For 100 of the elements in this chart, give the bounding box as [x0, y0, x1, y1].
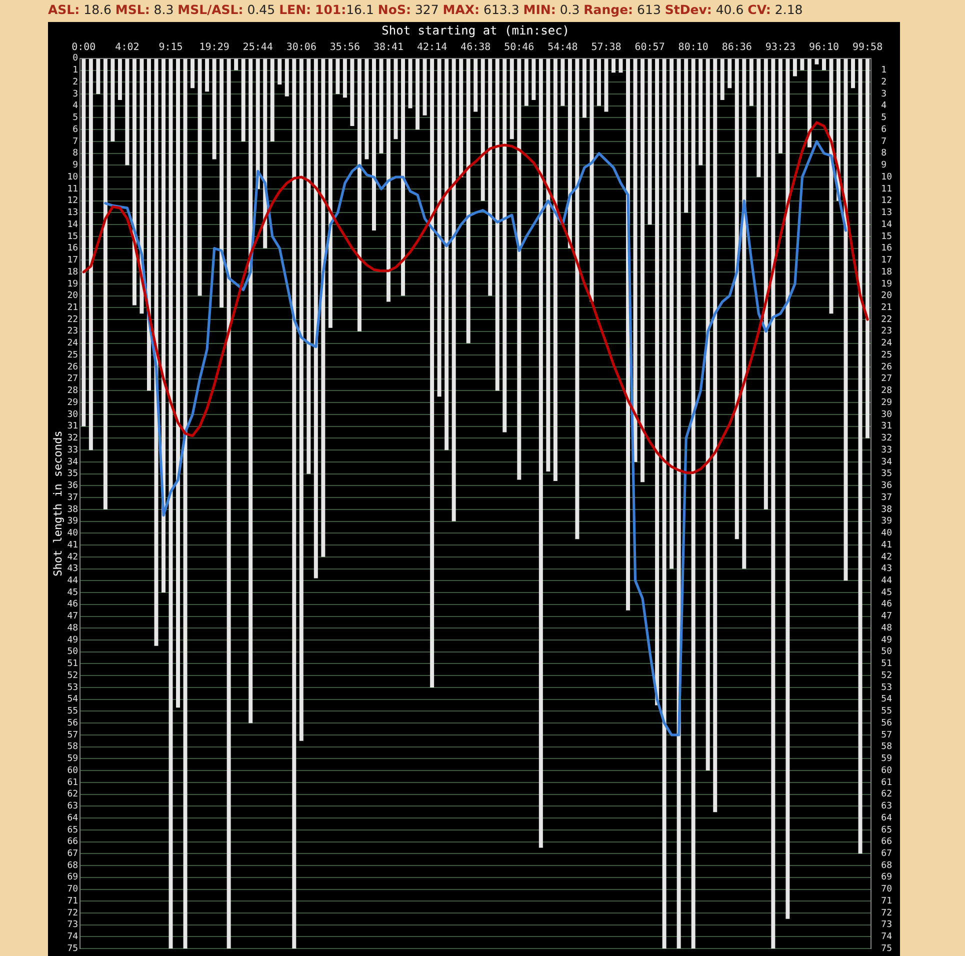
- y2-tick-label: 20: [881, 291, 892, 302]
- bar: [321, 58, 326, 557]
- y-tick-label: 74: [67, 932, 78, 942]
- y-tick-label: 71: [67, 896, 78, 906]
- y-tick-label: 51: [67, 659, 78, 670]
- y-tick-label: 28: [67, 386, 78, 396]
- y2-tick-label: 9: [881, 160, 887, 171]
- y2-tick-label: 42: [881, 552, 892, 562]
- bar: [162, 58, 166, 593]
- y2-tick-label: 35: [881, 469, 892, 480]
- bar: [430, 58, 434, 688]
- y-tick-label: 43: [67, 564, 78, 574]
- y-tick-label: 37: [67, 492, 78, 503]
- bar: [190, 58, 195, 88]
- y2-tick-label: 72: [881, 908, 892, 918]
- bar: [844, 58, 848, 581]
- y2-tick-label: 63: [881, 802, 892, 812]
- y-tick-label: 57: [67, 730, 78, 740]
- x-tick-label: 96:10: [808, 42, 840, 53]
- y2-tick-label: 3: [881, 89, 887, 100]
- bar: [408, 58, 412, 108]
- y2-tick-label: 44: [881, 576, 892, 586]
- x-tick-label: 57:38: [591, 42, 622, 53]
- bar: [807, 58, 812, 148]
- bar: [814, 58, 819, 64]
- bar: [284, 58, 289, 96]
- y2-tick-label: 50: [881, 647, 892, 658]
- y2-tick-label: 57: [881, 730, 892, 740]
- y-tick-label: 2: [72, 77, 78, 88]
- bar: [444, 58, 449, 450]
- y-tick-label: 19: [67, 279, 78, 290]
- y2-tick-label: 40: [881, 528, 892, 539]
- bar: [517, 58, 522, 480]
- y-tick-label: 26: [67, 362, 78, 372]
- y-tick-label: 42: [67, 552, 78, 562]
- y2-tick-label: 43: [881, 564, 892, 574]
- y2-tick-label: 60: [881, 766, 892, 776]
- bar: [800, 58, 804, 70]
- bar: [416, 58, 420, 130]
- y-tick-label: 7: [72, 136, 78, 147]
- y2-tick-label: 38: [881, 504, 892, 515]
- y-tick-label: 65: [67, 825, 78, 836]
- y2-tick-label: 45: [881, 588, 892, 598]
- y2-tick-label: 65: [881, 825, 892, 836]
- bar: [618, 58, 623, 73]
- bar: [764, 58, 768, 510]
- bar: [742, 58, 746, 569]
- y-tick-label: 29: [67, 398, 78, 408]
- y2-tick-label: 61: [881, 778, 892, 788]
- bar: [205, 58, 210, 92]
- y2-tick-label: 74: [881, 932, 892, 942]
- x-tick-label: 25:44: [242, 42, 273, 53]
- y-tick-label: 59: [67, 754, 78, 764]
- bar: [342, 58, 347, 98]
- bar: [829, 58, 834, 314]
- y-tick-label: 14: [67, 220, 78, 230]
- bar: [604, 58, 608, 112]
- bar: [256, 58, 260, 189]
- y-tick-label: 1: [72, 66, 78, 76]
- y2-tick-label: 28: [881, 386, 892, 396]
- bar: [648, 58, 652, 225]
- y2-tick-label: 68: [881, 860, 892, 871]
- y-tick-label: 64: [67, 813, 78, 824]
- bar: [314, 58, 318, 578]
- bar: [198, 58, 202, 296]
- y2-tick-label: 66: [881, 837, 892, 848]
- bar: [640, 58, 645, 482]
- bar: [502, 58, 507, 432]
- bar: [168, 58, 173, 949]
- bar: [474, 58, 478, 112]
- bar: [146, 58, 151, 391]
- y-tick-label: 0: [72, 54, 78, 64]
- bar: [234, 58, 238, 70]
- bar: [328, 58, 332, 328]
- y-tick-label: 61: [67, 778, 78, 788]
- bar: [568, 58, 572, 248]
- y2-tick-label: 30: [881, 410, 892, 420]
- y2-tick-label: 21: [881, 303, 892, 313]
- y2-tick-label: 67: [881, 848, 892, 859]
- y-tick-label: 24: [67, 338, 78, 349]
- bar: [110, 58, 115, 142]
- bar: [524, 58, 528, 106]
- y-tick-label: 17: [67, 256, 78, 266]
- bar: [306, 58, 311, 474]
- y2-tick-label: 59: [881, 754, 892, 764]
- y-tick-label: 46: [67, 600, 78, 610]
- y-tick-label: 25: [67, 350, 78, 360]
- y-tick-label: 23: [67, 326, 78, 337]
- y-tick-label: 36: [67, 481, 78, 492]
- y-tick-label: 68: [67, 860, 78, 871]
- y2-tick-label: 41: [881, 540, 892, 550]
- y2-tick-label: 11: [881, 184, 892, 194]
- bar: [357, 58, 362, 332]
- bar: [372, 58, 376, 231]
- y2-tick-label: 46: [881, 600, 892, 610]
- y2-tick-label: 58: [881, 742, 892, 752]
- y-tick-label: 75: [67, 944, 78, 954]
- bar: [822, 58, 826, 70]
- y-tick-label: 38: [67, 504, 78, 515]
- bar: [488, 58, 492, 296]
